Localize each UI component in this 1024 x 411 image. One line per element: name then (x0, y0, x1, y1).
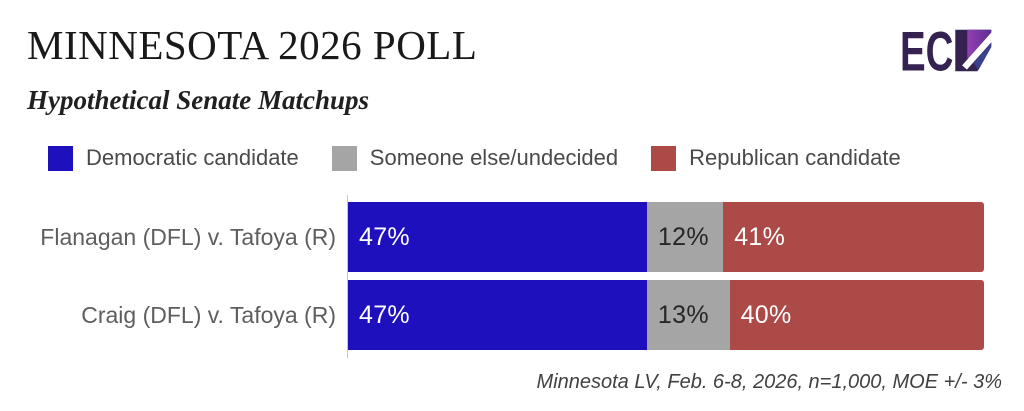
legend: Democratic candidate Someone else/undeci… (48, 145, 901, 171)
legend-item-republican: Republican candidate (651, 145, 901, 171)
page-title: MINNESOTA 2026 POLL (27, 22, 478, 68)
legend-item-democratic: Democratic candidate (48, 145, 299, 171)
bar-segment-someone-else-undecided: 13% (646, 280, 730, 350)
bar-segment-republican-candidate: 41% (723, 202, 984, 272)
bar-segment-democratic-candidate: 47% (348, 280, 647, 350)
bar-value-label: 40% (740, 300, 792, 329)
bar-value-label: 12% (657, 222, 709, 251)
logo-ec-text: EC (900, 21, 953, 79)
legend-label-democratic: Democratic candidate (86, 145, 299, 170)
legend-label-undecided: Someone else/undecided (369, 145, 619, 170)
bar-value-label: 41% (734, 222, 786, 251)
logo-p-glyph (955, 29, 994, 72)
legend-swatch-democratic (48, 145, 73, 171)
bar-rows: Flanagan (DFL) v. Tafoya (R) 47% 12% 41% Cra… (0, 202, 984, 358)
bar-segment-someone-else-undecided: 12% (646, 202, 724, 272)
ecp-logo: EC (900, 21, 994, 79)
bar-segment-republican-candidate: 40% (729, 280, 984, 350)
legend-label-republican: Republican candidate (689, 145, 901, 170)
bar-track: 47% 13% 40% (348, 280, 984, 350)
bar-value-label: 47% (359, 222, 410, 251)
bar-value-label: 13% (657, 300, 709, 329)
bar-row: Craig (DFL) v. Tafoya (R) 47% 13% 40% (0, 280, 984, 350)
axis-line (347, 195, 348, 358)
legend-swatch-republican (651, 145, 677, 171)
page-subtitle: Hypothetical Senate Matchups (27, 85, 370, 115)
legend-item-undecided: Someone else/undecided (331, 145, 619, 171)
footnote: Minnesota LV, Feb. 6-8, 2026, n=1,000, M… (536, 371, 1002, 393)
bar-row: Flanagan (DFL) v. Tafoya (R) 47% 12% 41% (0, 202, 984, 272)
bar-segment-democratic-candidate: 47% (348, 202, 647, 272)
bar-track: 47% 12% 41% (348, 202, 984, 272)
bar-value-label: 47% (359, 300, 410, 329)
row-label: Craig (DFL) v. Tafoya (R) (81, 301, 336, 328)
legend-swatch-undecided (331, 145, 357, 171)
row-label: Flanagan (DFL) v. Tafoya (R) (40, 223, 336, 250)
